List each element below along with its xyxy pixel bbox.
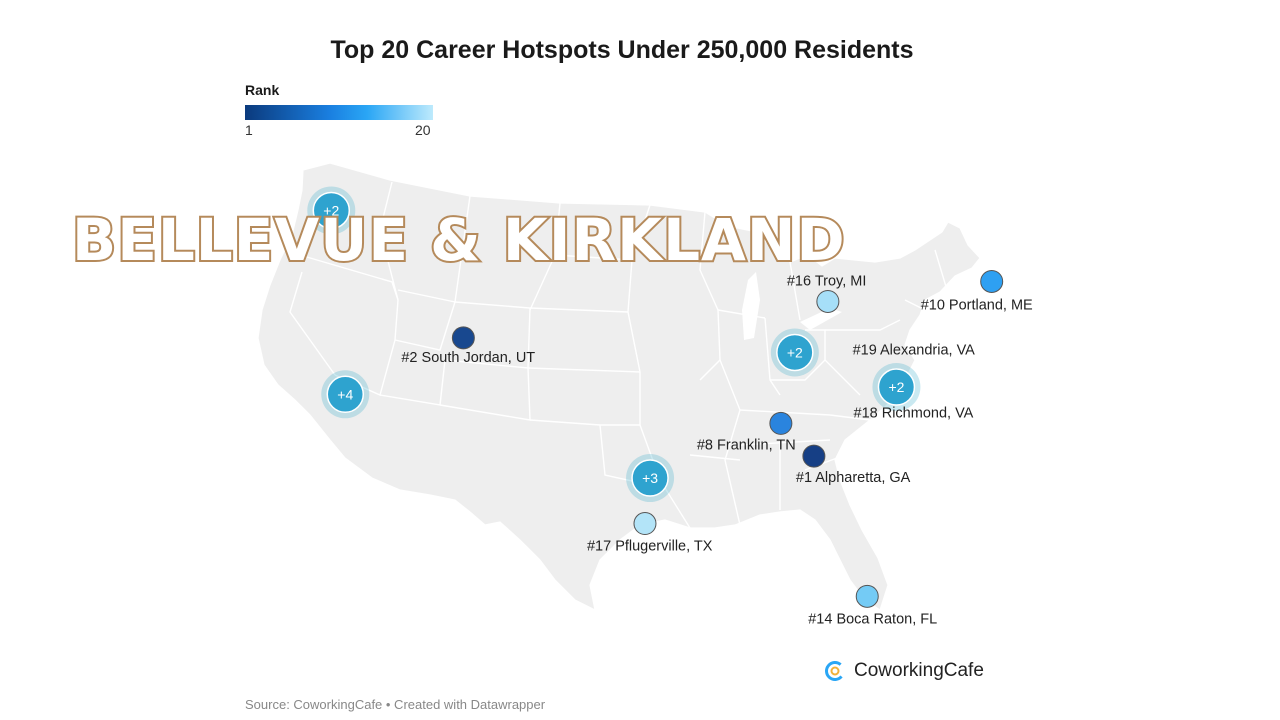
legend-color-bar xyxy=(245,105,433,120)
city-labels: #1 Alpharetta, GA #2 South Jordan, UT #8 F… xyxy=(401,273,1033,627)
cluster-count: +2 xyxy=(323,202,339,218)
lake-michigan xyxy=(742,272,760,340)
overlay-caption: BELLEVUE & KIRKLAND xyxy=(70,204,847,276)
coworkingcafe-logo[interactable]: CoworkingCafe xyxy=(824,660,984,682)
cluster-pacific-northwest[interactable]: +2 xyxy=(307,186,356,235)
city-dot-franklin[interactable] xyxy=(769,411,793,435)
cluster-virginia[interactable]: +2 xyxy=(872,363,921,412)
cluster-texas[interactable]: +3 xyxy=(626,454,675,503)
coworkingcafe-logo-icon xyxy=(825,661,845,681)
map-title: Top 20 Career Hotspots Under 250,000 Res… xyxy=(330,36,914,64)
cluster-markers: +2 +4 +3 +2 +2 xyxy=(307,186,921,503)
legend-min-label: 1 xyxy=(245,122,253,138)
city-label-alexandria: #19 Alexandria, VA xyxy=(853,343,976,359)
cluster-midwest[interactable]: +2 xyxy=(770,328,819,377)
cluster-count: +3 xyxy=(642,470,658,486)
city-label-pflugerville: #17 Pflugerville, TX xyxy=(587,539,713,555)
city-label-richmond: #18 Richmond, VA xyxy=(854,405,974,421)
city-dot-pflugerville[interactable] xyxy=(633,512,657,536)
city-dot-boca-raton[interactable] xyxy=(855,584,879,608)
source-note: Source: CoworkingCafe • Created with Dat… xyxy=(245,697,546,712)
cluster-california[interactable]: +4 xyxy=(321,370,370,419)
cluster-circle xyxy=(877,368,916,406)
cluster-circle xyxy=(631,459,669,497)
city-label-alpharetta: #1 Alpharetta, GA xyxy=(796,470,911,486)
city-label-troy: #16 Troy, MI xyxy=(787,273,867,289)
city-dot-alpharetta[interactable] xyxy=(802,444,826,468)
cluster-count: +4 xyxy=(337,386,353,402)
city-dot-south-jordan[interactable] xyxy=(451,326,475,350)
city-label-franklin: #8 Franklin, TN xyxy=(697,437,796,453)
cluster-circle xyxy=(326,375,365,414)
city-markers xyxy=(451,269,1004,608)
lake-erie xyxy=(800,308,842,330)
legend-max-label: 20 xyxy=(415,122,431,138)
city-label-portland-me: #10 Portland, ME xyxy=(921,297,1033,313)
city-dot-troy[interactable] xyxy=(816,289,840,313)
city-label-south-jordan: #2 South Jordan, UT xyxy=(401,350,535,366)
city-dot-portland-me[interactable] xyxy=(980,269,1004,293)
city-label-boca-raton: #14 Boca Raton, FL xyxy=(808,611,937,627)
cluster-count: +2 xyxy=(888,379,904,395)
logo-text: CoworkingCafe xyxy=(854,660,984,681)
legend-title: Rank xyxy=(245,82,280,98)
cluster-circle xyxy=(776,333,814,372)
cluster-count: +2 xyxy=(787,344,803,360)
cluster-circle xyxy=(312,191,351,230)
